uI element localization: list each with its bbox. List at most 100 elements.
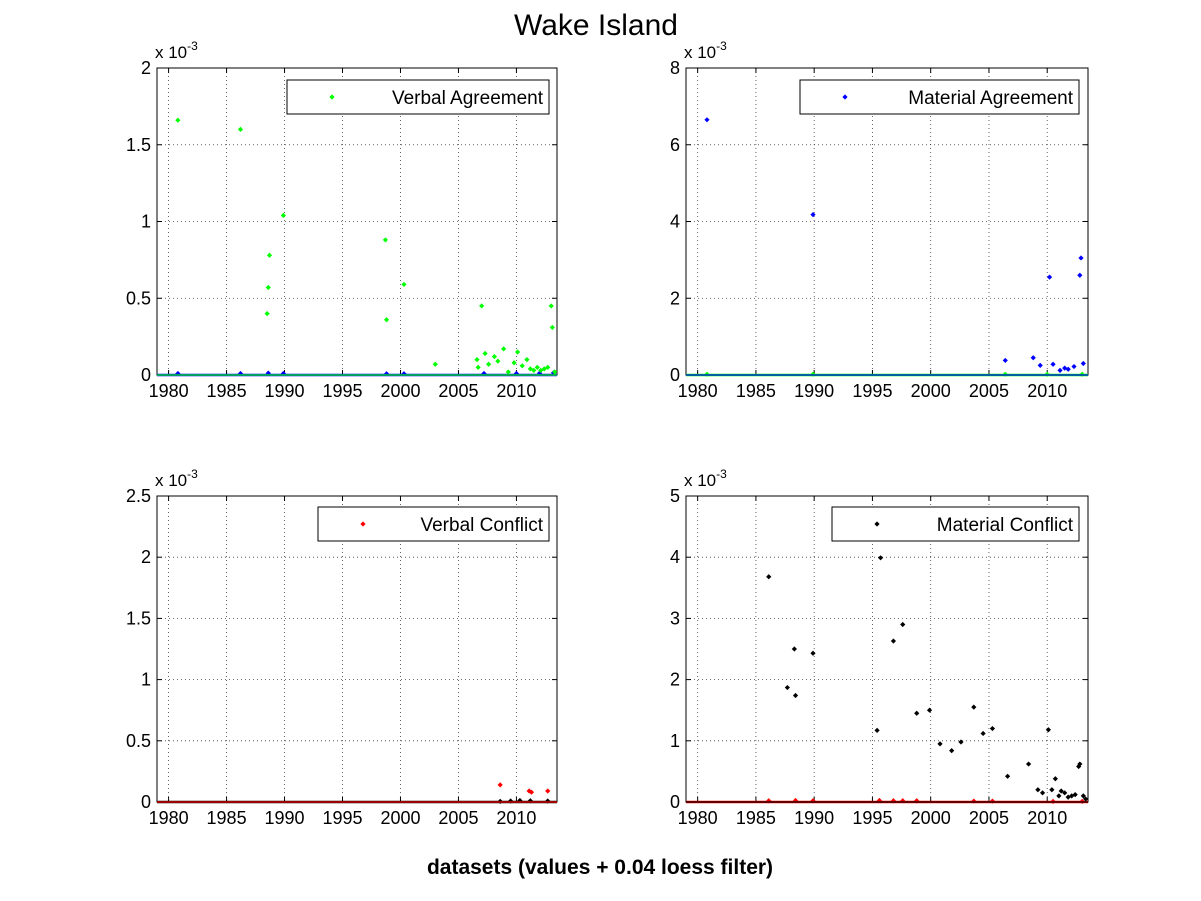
loess-point <box>265 370 271 376</box>
x-tick-label: 2005 <box>438 808 478 828</box>
series-loess <box>157 797 557 804</box>
chart-panel-material-agreement: 1980 1985 1990 1995 2000 2005 2010 0 2 4 6 8x 10-3 M… <box>670 39 1089 401</box>
data-point <box>485 361 492 367</box>
y-tick-label: 0 <box>141 792 151 812</box>
data-point <box>527 366 533 372</box>
y-tick-label: 0 <box>670 792 680 812</box>
y-tick-label: 0.5 <box>126 731 151 751</box>
loess-point <box>401 371 407 377</box>
loess-point <box>989 798 996 804</box>
x-tick-label: 2000 <box>911 381 951 401</box>
data-point <box>545 788 551 794</box>
legend-box <box>317 506 550 542</box>
y-exponent-label: x 10-3 <box>155 467 198 490</box>
y-tick-label: 6 <box>670 135 680 155</box>
legend-marker <box>842 94 848 100</box>
data-point <box>475 364 481 370</box>
loess-point <box>481 370 487 377</box>
y-tick-label: 3 <box>670 608 680 628</box>
data-point <box>1072 792 1078 798</box>
data-point <box>1035 787 1041 793</box>
loess-point <box>280 370 286 377</box>
x-tick-label: 2010 <box>496 808 536 828</box>
x-tick-label: 2005 <box>438 381 478 401</box>
data-point <box>1056 793 1062 799</box>
data-point <box>505 369 511 375</box>
data-point <box>1050 361 1056 367</box>
y-exponent-power: -3 <box>716 467 727 481</box>
y-tick-label: 0 <box>141 365 151 385</box>
data-point <box>958 739 964 745</box>
data-point <box>534 364 540 370</box>
series-loess <box>686 797 1088 804</box>
y-tick-label: 2 <box>141 58 151 78</box>
x-tick-label: 1985 <box>736 808 776 828</box>
x-tick-label: 2000 <box>911 808 951 828</box>
legend-marker <box>874 521 880 527</box>
data-point <box>401 281 407 288</box>
x-tick-label: 1990 <box>265 381 305 401</box>
data-point <box>491 353 497 360</box>
data-point <box>524 357 530 363</box>
x-tick-label: 2010 <box>1027 381 1067 401</box>
data-point <box>1065 366 1071 372</box>
data-point <box>548 303 554 309</box>
data-point <box>1077 761 1083 767</box>
data-point <box>890 638 897 644</box>
y-tick-label: 2 <box>670 288 680 308</box>
data-point <box>1002 357 1008 364</box>
data-point <box>432 361 438 367</box>
data-point <box>784 684 790 691</box>
data-point <box>545 364 551 370</box>
legend-marker <box>329 94 335 100</box>
y-tick-label: 4 <box>670 212 680 232</box>
x-tick-label: 2005 <box>969 381 1009 401</box>
data-point <box>1083 796 1089 802</box>
y-tick-label: 0.5 <box>126 288 151 308</box>
data-point <box>1046 274 1053 280</box>
data-point <box>266 252 273 258</box>
x-tick-label: 1990 <box>265 808 305 828</box>
x-tick-label: 1995 <box>322 808 362 828</box>
data-point <box>519 363 525 369</box>
x-tick-label: 2000 <box>380 808 420 828</box>
y-tick-label: 2 <box>141 547 151 567</box>
data-point <box>766 574 772 580</box>
x-tick-label: 2000 <box>380 381 420 401</box>
data-point <box>1037 362 1043 369</box>
y-exponent-label: x 10-3 <box>155 39 198 62</box>
data-point <box>1030 355 1036 361</box>
y-tick-label: 0 <box>670 365 680 385</box>
data-point <box>1045 727 1051 733</box>
data-point <box>501 346 507 352</box>
data-point <box>175 117 181 123</box>
data-point <box>810 211 816 218</box>
data-point <box>1057 367 1063 373</box>
data-point <box>265 284 271 291</box>
loess-point <box>508 798 514 804</box>
series-loess <box>686 371 1088 377</box>
data-point <box>1049 787 1055 793</box>
x-tick-label: 2010 <box>496 381 536 401</box>
data-point <box>474 357 480 363</box>
data-point <box>1005 773 1011 779</box>
series-points <box>686 555 1089 803</box>
axes-box <box>685 495 1089 803</box>
legend-marker <box>360 521 366 527</box>
figure-xlabel: datasets (values + 0.04 loess filter) <box>427 856 773 879</box>
data-point <box>549 324 555 331</box>
loess-point <box>383 371 390 377</box>
loess-point <box>237 370 244 377</box>
x-tick-label: 1990 <box>794 381 834 401</box>
series-points <box>686 117 1088 376</box>
axes-box <box>156 495 558 803</box>
x-tick-label: 1990 <box>794 808 834 828</box>
loess-point <box>1079 798 1085 804</box>
legend: Material Conflict <box>831 506 1080 542</box>
y-exponent-power: -3 <box>716 39 727 53</box>
x-tick-label: 1995 <box>852 381 892 401</box>
data-point <box>877 555 884 561</box>
series-points <box>157 117 558 376</box>
x-tick-label: 1985 <box>207 808 247 828</box>
